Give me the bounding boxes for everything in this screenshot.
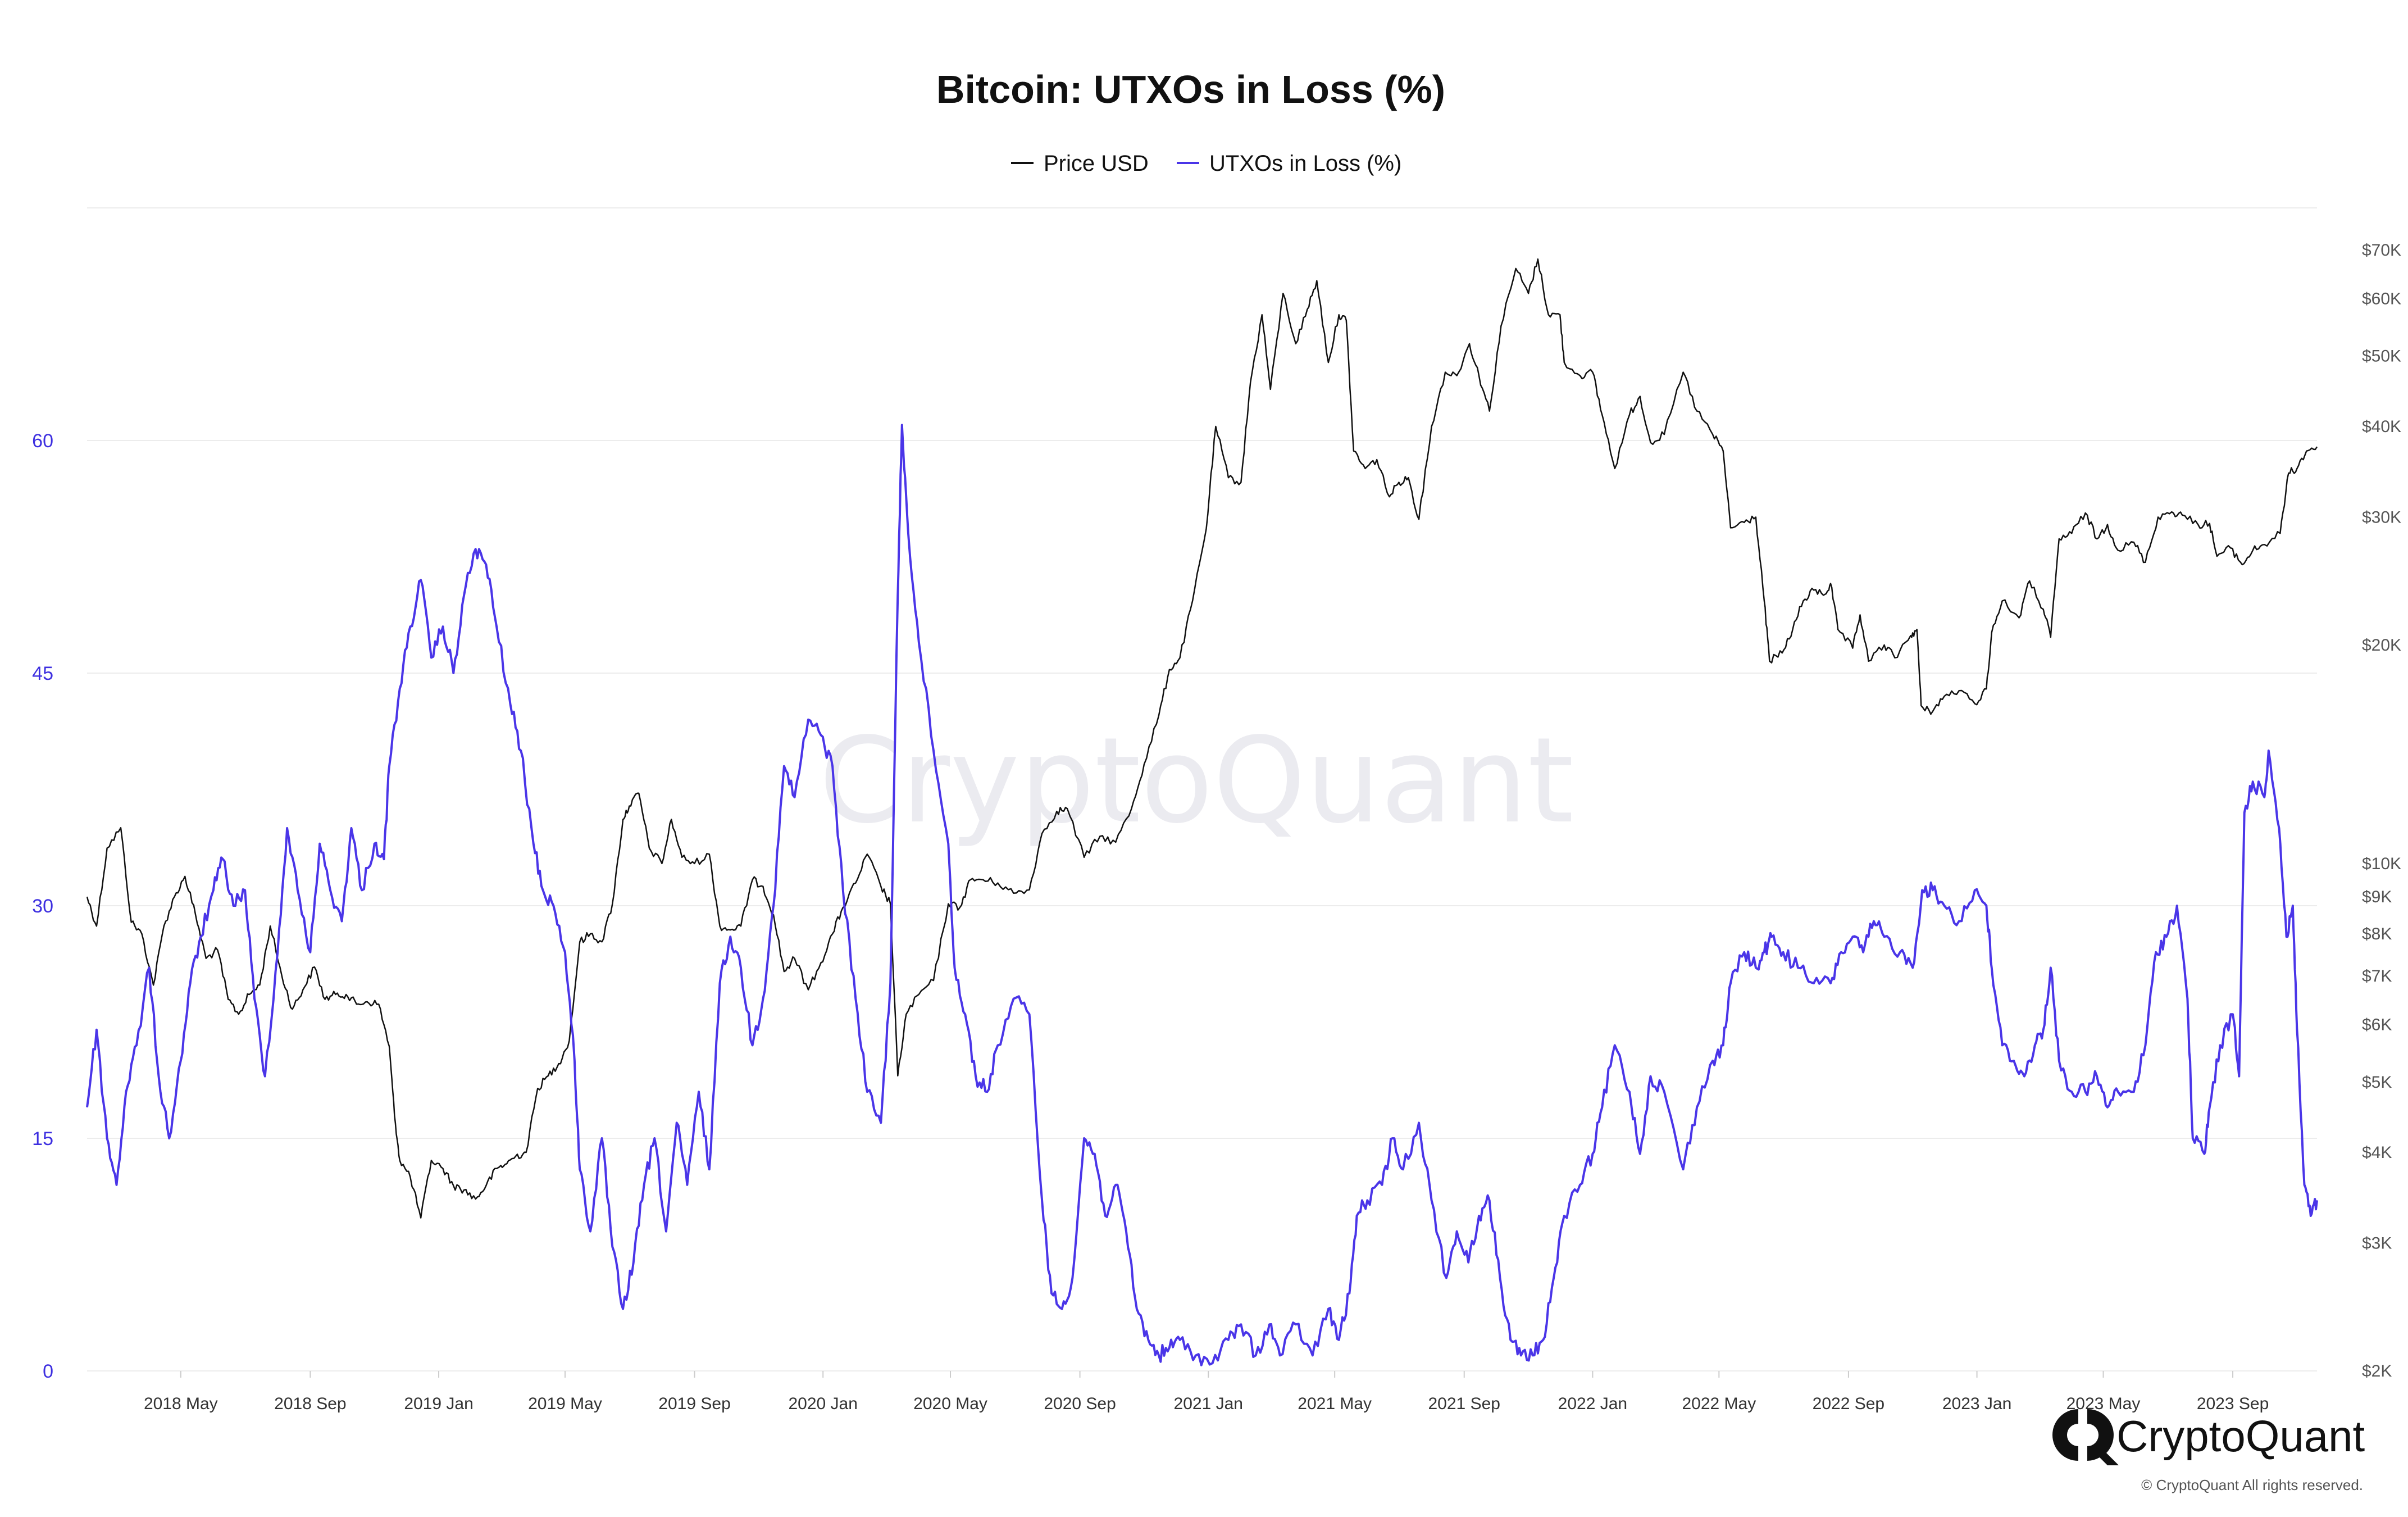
x-tick-label: 2022 May	[1682, 1395, 1756, 1413]
right-tick-label: $30K	[2362, 508, 2401, 526]
x-tick-label: 2020 Sep	[1044, 1395, 1116, 1413]
series-line-utxo	[86, 424, 2318, 1366]
x-tick-label: 2021 Sep	[1428, 1395, 1500, 1413]
right-tick-label: $2K	[2362, 1362, 2392, 1380]
right-tick-label: $7K	[2362, 967, 2392, 985]
right-axis-ticks: $2K $3K $4K $5K $6K $7K $8K $9K $10K $20K $30K $40K…	[2362, 241, 2401, 1380]
right-tick-label: $3K	[2362, 1234, 2392, 1252]
x-tick-label: 2023 Jan	[1942, 1395, 2011, 1413]
left-tick-label: 60	[32, 430, 53, 452]
right-tick-label: $4K	[2362, 1143, 2392, 1162]
right-tick-label: $10K	[2362, 855, 2401, 873]
legend-label-utxo: UTXOs in Loss (%)	[1209, 151, 1401, 176]
left-tick-label: 30	[32, 896, 53, 917]
legend-item-utxo[interactable]: UTXOs in Loss (%)	[1177, 151, 1401, 176]
right-tick-label: $5K	[2362, 1073, 2392, 1092]
grid-lines	[87, 207, 2317, 1371]
left-tick-label: 15	[32, 1128, 53, 1150]
brand-name: CryptoQuant	[2116, 1411, 2365, 1461]
x-tick-label: 2023 Sep	[2197, 1395, 2269, 1413]
left-tick-label: 45	[32, 663, 53, 684]
x-tick-label: 2018 May	[144, 1395, 218, 1413]
legend-label-price: Price USD	[1044, 151, 1149, 176]
x-tick-label: 2018 Sep	[274, 1395, 346, 1413]
brand-logo: CryptoQuant	[2052, 1409, 2365, 1465]
cryptoquant-logo-icon	[2052, 1409, 2119, 1465]
x-tick-label: 2022 Jan	[1558, 1395, 1627, 1413]
chart-title: Bitcoin: UTXOs in Loss (%)	[936, 67, 1445, 111]
x-tick-label: 2021 Jan	[1174, 1395, 1243, 1413]
x-tick-label: 2019 Jan	[404, 1395, 473, 1413]
x-tick-label: 2019 Sep	[658, 1395, 730, 1413]
right-tick-label: $9K	[2362, 888, 2392, 906]
series-line-price	[86, 258, 2318, 1219]
watermark-text: CryptoQuant	[819, 712, 1574, 850]
x-tick-label: 2022 Sep	[1813, 1395, 1884, 1413]
right-tick-label: $40K	[2362, 417, 2401, 436]
right-tick-label: $50K	[2362, 347, 2401, 366]
legend-item-price[interactable]: Price USD	[1011, 151, 1149, 176]
right-tick-label: $60K	[2362, 289, 2401, 308]
right-tick-label: $70K	[2362, 241, 2401, 260]
x-tick-label: 2020 May	[913, 1395, 987, 1413]
left-tick-label: 0	[43, 1361, 53, 1382]
x-tick-label: 2019 May	[528, 1395, 602, 1413]
x-axis-ticks: 2018 May 2018 Sep 2019 Jan 2019 May 2019 Sep…	[144, 1371, 2269, 1413]
x-tick-label: 2021 May	[1298, 1395, 1372, 1413]
chart-legend: Price USD UTXOs in Loss (%)	[1011, 151, 1401, 176]
right-tick-label: $20K	[2362, 636, 2401, 655]
right-tick-label: $6K	[2362, 1016, 2392, 1034]
left-axis-ticks: 0 15 30 45 60	[32, 430, 53, 1382]
right-tick-label: $8K	[2362, 925, 2392, 943]
x-tick-label: 2023 May	[2066, 1395, 2141, 1413]
series-layer	[86, 258, 2318, 1366]
x-tick-label: 2020 Jan	[788, 1395, 857, 1413]
copyright-text: © CryptoQuant All rights reserved.	[2141, 1477, 2363, 1493]
